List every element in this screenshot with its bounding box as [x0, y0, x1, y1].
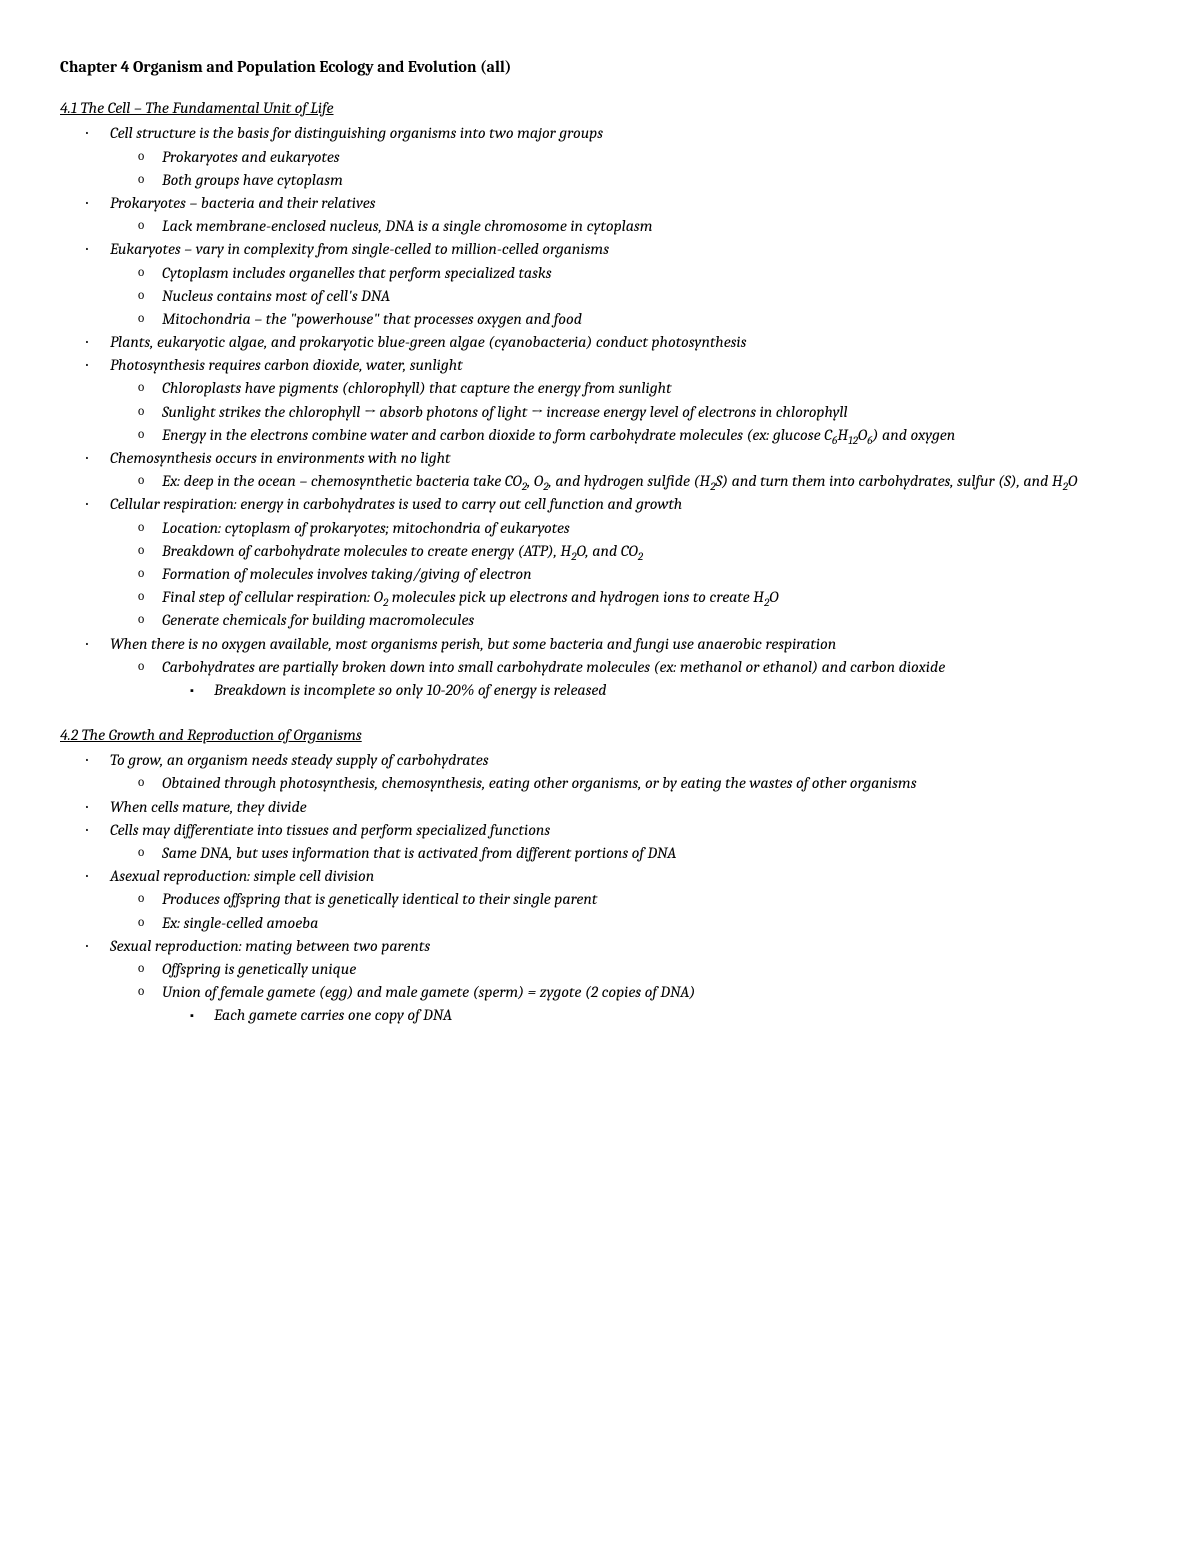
outline-item-level-3: Each gamete carries one copy of DNA: [60, 1004, 1140, 1027]
outline-item-level-2: Mitochondria – the "powerhouse" that pro…: [60, 308, 1140, 331]
outline-item-level-1: When cells mature, they divide: [60, 796, 1140, 819]
outline-item-level-2: Nucleus contains most of cell's DNA: [60, 285, 1140, 308]
outline-list: Cell structure is the basis for distingu…: [60, 122, 1140, 702]
outline-item-level-1: Prokaryotes – bacteria and their relativ…: [60, 192, 1140, 215]
outline-item-level-2: Both groups have cytoplasm: [60, 169, 1140, 192]
outline-item-level-1: Cells may differentiate into tissues and…: [60, 819, 1140, 842]
outline-item-level-2: Prokaryotes and eukaryotes: [60, 146, 1140, 169]
outline-item-level-1: To grow, an organism needs steady supply…: [60, 749, 1140, 772]
outline-item-level-2: Offspring is genetically unique: [60, 958, 1140, 981]
outline-item-level-2: Sunlight strikes the chlorophyll → absor…: [60, 401, 1140, 424]
document-body: 4.1 The Cell – The Fundamental Unit of L…: [60, 97, 1140, 1027]
outline-item-level-2: Formation of molecules involves taking/g…: [60, 563, 1140, 586]
outline-item-level-2: Location: cytoplasm of prokaryotes; mito…: [60, 517, 1140, 540]
outline-item-level-2: Chloroplasts have pigments (chlorophyll)…: [60, 377, 1140, 400]
outline-item-level-2: Carbohydrates are partially broken down …: [60, 656, 1140, 679]
outline-item-level-2: Generate chemicals for building macromol…: [60, 609, 1140, 632]
chapter-title: Chapter 4 Organism and Population Ecolog…: [60, 56, 1140, 79]
outline-item-level-2: Obtained through photosynthesis, chemosy…: [60, 772, 1140, 795]
section-heading: 4.2 The Growth and Reproduction of Organ…: [60, 724, 1140, 747]
outline-item-level-1: Cell structure is the basis for distingu…: [60, 122, 1140, 145]
outline-item-level-2: Produces offspring that is genetically i…: [60, 888, 1140, 911]
outline-item-level-2: Lack membrane-enclosed nucleus, DNA is a…: [60, 215, 1140, 238]
outline-item-level-1: Asexual reproduction: simple cell divisi…: [60, 865, 1140, 888]
outline-item-level-1: Sexual reproduction: mating between two …: [60, 935, 1140, 958]
outline-item-level-2: Same DNA, but uses information that is a…: [60, 842, 1140, 865]
outline-item-level-1: Chemosynthesis occurs in environments wi…: [60, 447, 1140, 470]
outline-item-level-1: When there is no oxygen available, most …: [60, 633, 1140, 656]
outline-list: To grow, an organism needs steady supply…: [60, 749, 1140, 1027]
outline-item-level-2: Energy in the electrons combine water an…: [60, 424, 1140, 447]
outline-item-level-1: Photosynthesis requires carbon dioxide, …: [60, 354, 1140, 377]
outline-item-level-2: Breakdown of carbohydrate molecules to c…: [60, 540, 1140, 563]
outline-item-level-2: Cytoplasm includes organelles that perfo…: [60, 262, 1140, 285]
outline-item-level-2: Ex: deep in the ocean – chemosynthetic b…: [60, 470, 1140, 493]
section-heading: 4.1 The Cell – The Fundamental Unit of L…: [60, 97, 1140, 120]
outline-item-level-1: Eukaryotes – vary in complexity from sin…: [60, 238, 1140, 261]
outline-item-level-2: Ex: single-celled amoeba: [60, 912, 1140, 935]
outline-item-level-2: Final step of cellular respiration: O2 m…: [60, 586, 1140, 609]
outline-item-level-1: Plants, eukaryotic algae, and prokaryoti…: [60, 331, 1140, 354]
outline-item-level-1: Cellular respiration: energy in carbohyd…: [60, 493, 1140, 516]
outline-item-level-3: Breakdown is incomplete so only 10-20% o…: [60, 679, 1140, 702]
outline-item-level-2: Union of female gamete (egg) and male ga…: [60, 981, 1140, 1004]
